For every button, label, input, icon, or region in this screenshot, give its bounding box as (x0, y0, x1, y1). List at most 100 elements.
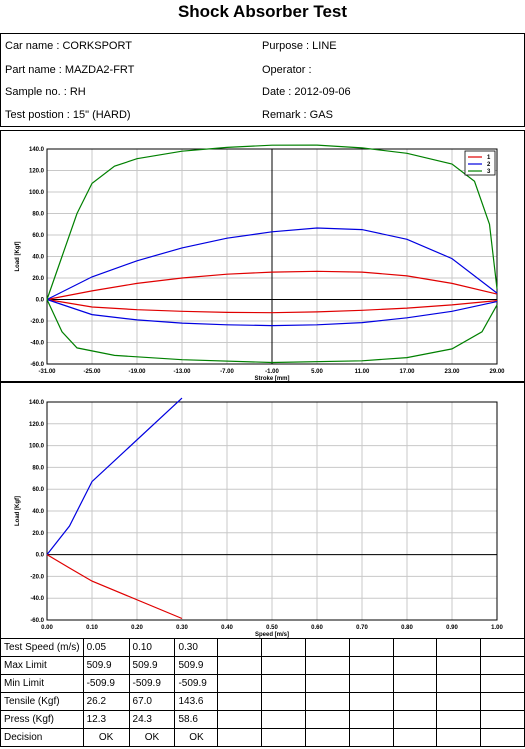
legend-label-3: 3 (487, 169, 491, 175)
table-cell: -509.9 (128, 674, 176, 693)
table-cell (304, 692, 350, 711)
row-label: Press (Kgf) (0, 710, 84, 729)
table-cell (480, 728, 525, 747)
y-tick-label: 0.0 (36, 298, 45, 304)
table-cell: OK (82, 728, 130, 747)
y-tick-label: 20.0 (32, 531, 44, 537)
y-tick-label: 120.0 (29, 169, 45, 175)
y-tick-label: 20.0 (32, 276, 44, 282)
sample-no: Sample no. : RH (5, 86, 86, 98)
table-cell: -509.9 (82, 674, 130, 693)
series-3-lower-curve (46, 299, 498, 364)
table-cell: 509.9 (128, 656, 176, 675)
table-cell (261, 692, 306, 711)
table-cell (392, 728, 438, 747)
series-2-upper-curve (46, 227, 498, 301)
x-tick-label: 0.20 (131, 625, 143, 631)
y-tick-label: 80.0 (32, 465, 44, 471)
table-cell (436, 710, 482, 729)
y-tick-label: -20.0 (30, 574, 44, 580)
table-row: Press (Kgf) 12.3 24.3 58.6 (0, 710, 525, 729)
table-cell (436, 692, 482, 711)
x-tick-label: 29.00 (489, 369, 505, 375)
x-tick-label: -31.00 (38, 369, 56, 375)
table-cell (217, 656, 263, 675)
info-panel: Car name : CORKSPORT Part name : MAZDA2-… (0, 33, 525, 127)
table-cell (436, 638, 482, 657)
table-row: Decision OK OK OK (0, 728, 525, 747)
x-tick-label: 5.00 (311, 369, 323, 375)
y-tick-label: 100.0 (29, 444, 45, 450)
table-cell (348, 638, 394, 657)
x-tick-label: 0.40 (221, 625, 233, 631)
table-cell: 0.05 (82, 638, 130, 657)
x-tick-label: -13.00 (173, 369, 191, 375)
x-tick-label: 23.00 (444, 369, 460, 375)
table-cell (217, 674, 263, 693)
result-table: Test Speed (m/s) 0.05 0.10 0.30 Max Limit 509… (0, 638, 525, 747)
y-tick-label: 40.0 (32, 509, 44, 515)
table-cell: 509.9 (82, 656, 130, 675)
table-cell (392, 656, 438, 675)
x-tick-label: 1.00 (491, 625, 503, 631)
table-cell (304, 728, 350, 747)
table-cell (261, 728, 306, 747)
y-tick-label: 60.0 (32, 233, 44, 239)
table-cell: 0.10 (128, 638, 176, 657)
y-tick-label: -60.0 (30, 362, 44, 368)
table-cell (217, 692, 263, 711)
table-cell (304, 638, 350, 657)
table-cell (480, 710, 525, 729)
page-title: Shock Absorber Test (177, 2, 348, 21)
table-cell (217, 728, 263, 747)
x-tick-label: 11.00 (355, 369, 370, 375)
x-tick-label: -1.00 (265, 369, 279, 375)
table-cell (392, 710, 438, 729)
x-tick-label: 0.30 (176, 625, 188, 631)
table-cell (392, 674, 438, 693)
table-cell (392, 638, 438, 657)
row-label: Min Limit (0, 674, 84, 693)
y-tick-label: -40.0 (30, 596, 44, 602)
car-name: Car name : CORKSPORT (5, 40, 132, 52)
table-cell (348, 692, 394, 711)
x-tick-label: 0.90 (446, 625, 458, 631)
table-cell (348, 656, 394, 675)
series-3-upper-curve (46, 144, 498, 300)
table-cell (436, 656, 482, 675)
y-tick-label: 100.0 (29, 190, 45, 196)
x-tick-label: 0.70 (356, 625, 368, 631)
plot-frame (46, 401, 498, 621)
x-axis-label: Speed [m/s] (255, 632, 289, 638)
table-cell: 509.9 (174, 656, 219, 675)
table-cell: 143.6 (174, 692, 219, 711)
table-cell (217, 710, 263, 729)
x-tick-label: 0.80 (401, 625, 413, 631)
y-tick-label: 140.0 (29, 400, 45, 406)
table-cell: OK (174, 728, 219, 747)
table-cell (436, 674, 482, 693)
legend-label-2: 2 (487, 162, 491, 168)
table-row: Min Limit -509.9 -509.9 -509.9 (0, 674, 525, 693)
x-tick-label: 0.60 (311, 625, 323, 631)
y-tick-label: -60.0 (30, 618, 44, 624)
series-1-lower-curve (46, 298, 498, 314)
x-tick-label: -7.00 (220, 369, 234, 375)
table-cell: OK (128, 728, 176, 747)
purpose: Purpose : LINE (262, 40, 337, 52)
table-cell: 0.30 (174, 638, 219, 657)
y-tick-label: 60.0 (32, 487, 44, 493)
x-tick-label: 0.50 (266, 625, 278, 631)
table-cell (304, 656, 350, 675)
table-row: Test Speed (m/s) 0.05 0.10 0.30 (0, 638, 525, 657)
y-tick-label: 80.0 (32, 212, 44, 218)
x-tick-label: -25.00 (83, 369, 101, 375)
operator: Operator : (262, 64, 312, 76)
table-cell (304, 710, 350, 729)
row-label: Test Speed (m/s) (0, 638, 84, 657)
table-cell: 26.2 (82, 692, 130, 711)
date: Date : 2012-09-06 (262, 86, 351, 98)
series-line-press (46, 554, 183, 620)
table-cell: 24.3 (128, 710, 176, 729)
